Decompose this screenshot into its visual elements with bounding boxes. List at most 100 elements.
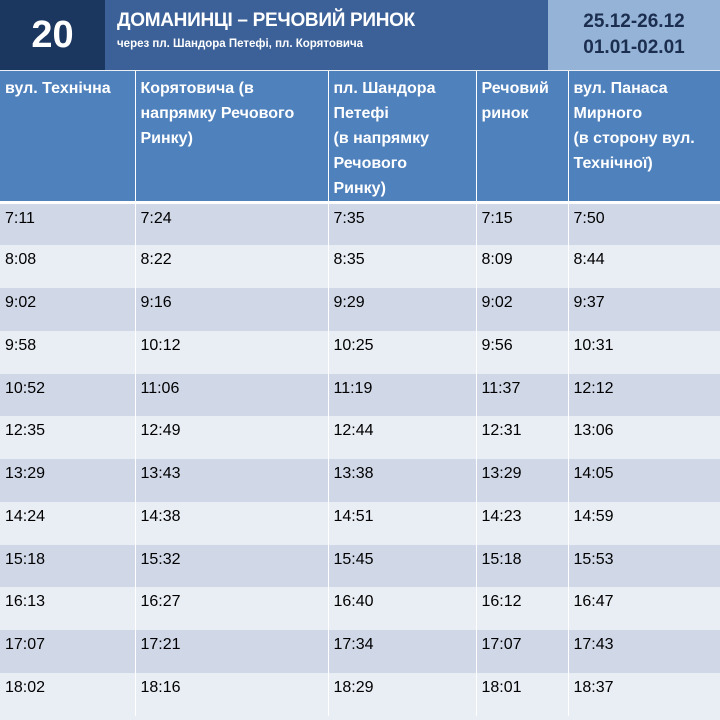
departure-time: 9:58 bbox=[0, 330, 135, 374]
departure-time: 14:05 bbox=[567, 459, 720, 502]
column-header-line: напрямку Речового bbox=[140, 105, 295, 122]
departure-time: 10:31 bbox=[567, 330, 720, 374]
column-header: вул. Технічна bbox=[0, 71, 135, 204]
departure-time: 15:18 bbox=[0, 544, 135, 588]
departure-time: 12:12 bbox=[567, 373, 720, 417]
column-header: Речовий ринок bbox=[475, 71, 568, 204]
departure-time: 9:37 bbox=[567, 288, 720, 331]
column-header: пл. Шандора Петефі (в напрямку Речового Ринк… bbox=[327, 71, 476, 204]
timetable: вул. Технічна Корятовича (в напрямку Речов… bbox=[0, 71, 720, 716]
departure-time: 8:35 bbox=[327, 245, 476, 288]
header-row: вул. Технічна Корятовича (в напрямку Речов… bbox=[0, 71, 720, 204]
table-row: 16:13 16:27 16:40 16:12 16:47 bbox=[0, 587, 720, 630]
column-header-line: Мирного bbox=[573, 105, 643, 122]
column-header-line: ринок bbox=[481, 105, 529, 122]
departure-time: 18:29 bbox=[327, 672, 476, 716]
departure-time: 16:47 bbox=[567, 587, 720, 630]
route-number: 20 bbox=[0, 0, 105, 70]
column-header-line: Речовий bbox=[481, 80, 549, 97]
departure-time: 16:13 bbox=[0, 587, 135, 630]
departure-time: 8:08 bbox=[0, 245, 135, 288]
departure-time: 14:51 bbox=[327, 501, 476, 545]
column-header: вул. Панаса Мирного (в сторону вул. Технічн… bbox=[567, 71, 720, 204]
departure-time: 13:06 bbox=[567, 416, 720, 459]
departure-time: 15:53 bbox=[567, 544, 720, 588]
departure-time: 8:22 bbox=[134, 245, 328, 288]
departure-time: 12:31 bbox=[475, 416, 568, 459]
table-row: 8:08 8:22 8:35 8:09 8:44 bbox=[0, 245, 720, 288]
departure-time: 14:23 bbox=[475, 501, 568, 545]
departure-time: 13:29 bbox=[475, 459, 568, 502]
departure-time: 8:09 bbox=[475, 245, 568, 288]
departure-time: 11:37 bbox=[475, 373, 568, 417]
route-subtitle: через пл. Шандора Петефі, пл. Корятовича bbox=[117, 38, 364, 50]
date-range: 01.01-02.01 bbox=[583, 37, 685, 58]
departure-time: 7:35 bbox=[327, 202, 476, 246]
departure-time: 13:43 bbox=[134, 459, 328, 502]
column-header-line: Петефі bbox=[333, 105, 389, 122]
departure-time: 17:07 bbox=[475, 630, 568, 673]
table-row: 18:02 18:16 18:29 18:01 18:37 bbox=[0, 672, 720, 716]
table-row: 14:24 14:38 14:51 14:23 14:59 bbox=[0, 501, 720, 545]
departure-time: 8:44 bbox=[567, 245, 720, 288]
column-header-line: вул. Технічна bbox=[5, 80, 111, 97]
table-row: 9:58 10:12 10:25 9:56 10:31 bbox=[0, 330, 720, 374]
date-box: 25.12-26.12 01.01-02.01 bbox=[548, 0, 720, 70]
departure-time: 18:01 bbox=[475, 672, 568, 716]
departure-time: 7:15 bbox=[475, 202, 568, 246]
date-range: 25.12-26.12 bbox=[583, 11, 685, 32]
departure-time: 14:24 bbox=[0, 501, 135, 545]
departure-time: 7:24 bbox=[134, 202, 328, 246]
column-header-line: пл. Шандора bbox=[333, 80, 436, 97]
table-row: 10:52 11:06 11:19 11:37 12:12 bbox=[0, 373, 720, 417]
departure-time: 17:21 bbox=[134, 630, 328, 673]
departure-time: 18:37 bbox=[567, 672, 720, 716]
departure-time: 18:02 bbox=[0, 672, 135, 716]
departure-time: 10:52 bbox=[0, 373, 135, 417]
departure-time: 14:59 bbox=[567, 501, 720, 545]
departure-time: 17:43 bbox=[567, 630, 720, 673]
departure-time: 17:34 bbox=[327, 630, 476, 673]
departure-time: 9:02 bbox=[475, 288, 568, 331]
departure-time: 13:38 bbox=[327, 459, 476, 502]
table-row: 13:29 13:43 13:38 13:29 14:05 bbox=[0, 459, 720, 502]
departure-time: 17:07 bbox=[0, 630, 135, 673]
departure-time: 10:12 bbox=[134, 330, 328, 374]
departure-time: 12:49 bbox=[134, 416, 328, 459]
departure-time: 10:25 bbox=[327, 330, 476, 374]
column-header-line: Технічної) bbox=[573, 155, 653, 172]
departure-time: 12:35 bbox=[0, 416, 135, 459]
column-header-line: (в напрямку bbox=[333, 130, 429, 147]
departure-time: 15:45 bbox=[327, 544, 476, 588]
column-header-line: (в сторону вул. bbox=[573, 130, 695, 147]
departure-time: 16:27 bbox=[134, 587, 328, 630]
departure-time: 11:06 bbox=[134, 373, 328, 417]
column-header-line: Ринку) bbox=[333, 180, 386, 197]
column-header-line: Ринку) bbox=[140, 130, 193, 147]
departure-time: 9:56 bbox=[475, 330, 568, 374]
departure-time: 15:18 bbox=[475, 544, 568, 588]
departure-time: 18:16 bbox=[134, 672, 328, 716]
route-title: ДОМАНИНЦІ – РЕЧОВИЙ РИНОК bbox=[117, 10, 415, 31]
table-row: 12:35 12:49 12:44 12:31 13:06 bbox=[0, 416, 720, 459]
departure-time: 16:12 bbox=[475, 587, 568, 630]
departure-time: 9:29 bbox=[327, 288, 476, 331]
table-row: 15:18 15:32 15:45 15:18 15:53 bbox=[0, 544, 720, 588]
departure-time: 11:19 bbox=[327, 373, 476, 417]
column-header: Корятовича (в напрямку Речового Ринку) bbox=[134, 71, 328, 204]
departure-time: 7:11 bbox=[0, 202, 135, 246]
departure-time: 16:40 bbox=[327, 587, 476, 630]
column-header-line: вул. Панаса bbox=[573, 80, 668, 97]
departure-time: 7:50 bbox=[567, 202, 720, 246]
column-header-line: Корятовича (в bbox=[140, 80, 254, 97]
table-row: 9:02 9:16 9:29 9:02 9:37 bbox=[0, 288, 720, 331]
column-header-line: Речового bbox=[333, 155, 407, 172]
departure-time: 15:32 bbox=[134, 544, 328, 588]
table-row: 7:11 7:24 7:35 7:15 7:50 bbox=[0, 202, 720, 246]
departure-time: 9:02 bbox=[0, 288, 135, 331]
departure-time: 12:44 bbox=[327, 416, 476, 459]
departure-time: 14:38 bbox=[134, 501, 328, 545]
table-row: 17:07 17:21 17:34 17:07 17:43 bbox=[0, 630, 720, 673]
departure-time: 13:29 bbox=[0, 459, 135, 502]
departure-time: 9:16 bbox=[134, 288, 328, 331]
